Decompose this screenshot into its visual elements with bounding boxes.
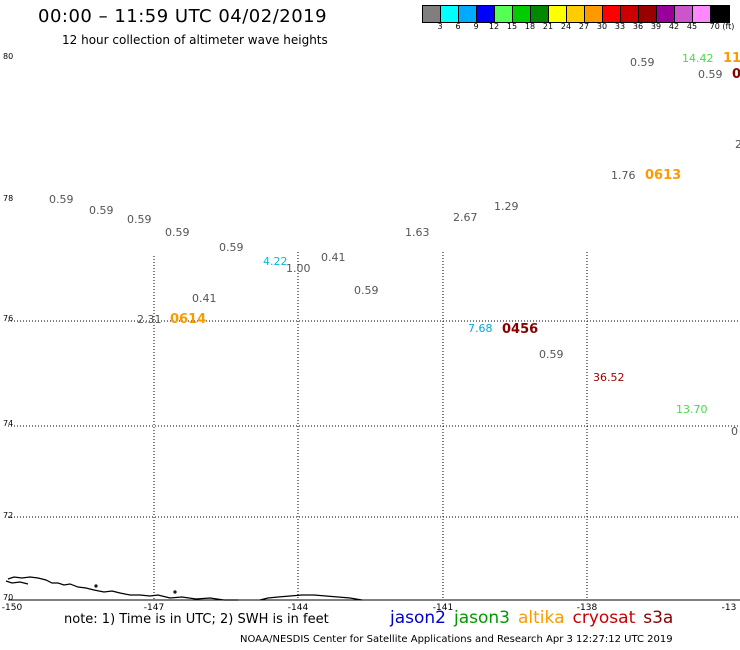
legend-item-cryosat: cryosat: [572, 608, 636, 628]
colorbar-swatch: [441, 6, 459, 22]
colorbar-label: 3: [437, 22, 443, 31]
lat-gridlines: [8, 320, 740, 518]
satellite-legend: jason2 jason3 altika cryosat s3a: [390, 608, 681, 628]
lat-label-74: 74: [3, 419, 14, 428]
wave-height-value: 4.22: [263, 255, 288, 268]
wave-height-value: 0.59: [127, 213, 152, 226]
wave-height-value: 0.59: [698, 68, 723, 81]
colorbar-swatch: [495, 6, 513, 22]
colorbar-swatch: [477, 6, 495, 22]
legend-item-jason3: jason3: [454, 608, 510, 628]
colorbar-swatch: [549, 6, 567, 22]
wave-height-value: 0.59: [89, 204, 114, 217]
lon-label-13: -13: [721, 603, 737, 613]
lon-label-138: -138: [576, 603, 598, 613]
wave-height-value: 0.59: [49, 193, 74, 206]
colorbar-swatch: [693, 6, 711, 22]
wave-height-value: 36.52: [593, 371, 625, 384]
colorbar-swatch: [675, 6, 693, 22]
colorbar-swatch: [459, 6, 477, 22]
wave-height-colorbar: [422, 5, 730, 23]
pass-time-label: 11: [723, 51, 740, 66]
colorbar-swatch: [603, 6, 621, 22]
wave-height-value: 13.70: [676, 403, 708, 416]
colorbar-swatch: [639, 6, 657, 22]
wave-height-value: 0.41: [321, 251, 346, 264]
lon-gridlines: [153, 252, 588, 600]
colorbar-label: 21: [542, 22, 554, 31]
pass-time-label: 0614: [170, 312, 207, 327]
colorbar-label: 33: [614, 22, 626, 31]
wave-height-value: 0.59: [219, 241, 244, 254]
note-text: note: 1) Time is in UTC; 2) SWH is in fe…: [64, 612, 329, 627]
wave-height-value: 0.41: [192, 292, 217, 305]
colorbar-label: 12: [488, 22, 500, 31]
colorbar-swatch: [423, 6, 441, 22]
colorbar-label: 39: [650, 22, 662, 31]
wave-height-value: 14.42: [682, 52, 714, 65]
lon-label-144: -144: [287, 603, 309, 613]
colorbar-label: 15: [506, 22, 518, 31]
pass-time-label: 0456: [502, 322, 539, 337]
colorbar-swatch: [585, 6, 603, 22]
colorbar-label: 45: [686, 22, 698, 31]
wave-height-value: 1.63: [405, 226, 430, 239]
colorbar-swatch: [711, 6, 729, 22]
colorbar-label: 18: [524, 22, 536, 31]
wave-height-value: 2.67: [453, 211, 478, 224]
colorbar-label: 30: [596, 22, 608, 31]
colorbar-label: 24: [560, 22, 572, 31]
colorbar-label: 36: [632, 22, 644, 31]
coastline: [5, 576, 363, 601]
lat-label-70: 70: [3, 593, 14, 602]
wave-height-value: 2: [735, 138, 740, 151]
footer-credit: NOAA/NESDIS Center for Satellite Applica…: [240, 634, 673, 645]
map-title: 00:00 – 11:59 UTC 04/02/2019: [38, 6, 328, 27]
wave-height-value: 0: [731, 425, 738, 438]
lat-label-76: 76: [3, 314, 14, 323]
wave-height-value: 0.59: [354, 284, 379, 297]
map-subtitle: 12 hour collection of altimeter wave hei…: [62, 33, 328, 47]
legend-item-altika: altika: [518, 608, 565, 628]
colorbar-label: 42: [668, 22, 680, 31]
wave-height-value: 2.31: [137, 313, 162, 326]
colorbar-swatch: [621, 6, 639, 22]
colorbar-label: 9: [473, 22, 479, 31]
colorbar-swatch: [567, 6, 585, 22]
lat-label-80: 80: [3, 52, 14, 61]
lon-label-150: -150: [1, 603, 23, 613]
pass-time-label: 0: [732, 67, 740, 82]
wave-height-value: 0.59: [630, 56, 655, 69]
colorbar-swatch: [513, 6, 531, 22]
lon-label-147: -147: [143, 603, 165, 613]
pass-time-label: 0613: [645, 168, 682, 183]
lat-label-78: 78: [3, 194, 14, 203]
wave-height-value: 0.59: [539, 348, 564, 361]
wave-height-value: 1.29: [494, 200, 519, 213]
lat-label-72: 72: [3, 511, 14, 520]
colorbar-label: 70 (ft): [709, 22, 735, 31]
colorbar-label: 6: [455, 22, 461, 31]
colorbar-swatch: [657, 6, 675, 22]
legend-item-jason2: jason2: [390, 608, 446, 628]
colorbar-swatch: [531, 6, 549, 22]
wave-height-value: 0.59: [165, 226, 190, 239]
wave-height-value: 7.68: [468, 322, 493, 335]
legend-item-s3a: s3a: [643, 608, 674, 628]
lon-label-141: -141: [432, 603, 454, 613]
colorbar-label: 27: [578, 22, 590, 31]
wave-height-value: 1.00: [286, 262, 311, 275]
wave-height-value: 1.76: [611, 169, 636, 182]
